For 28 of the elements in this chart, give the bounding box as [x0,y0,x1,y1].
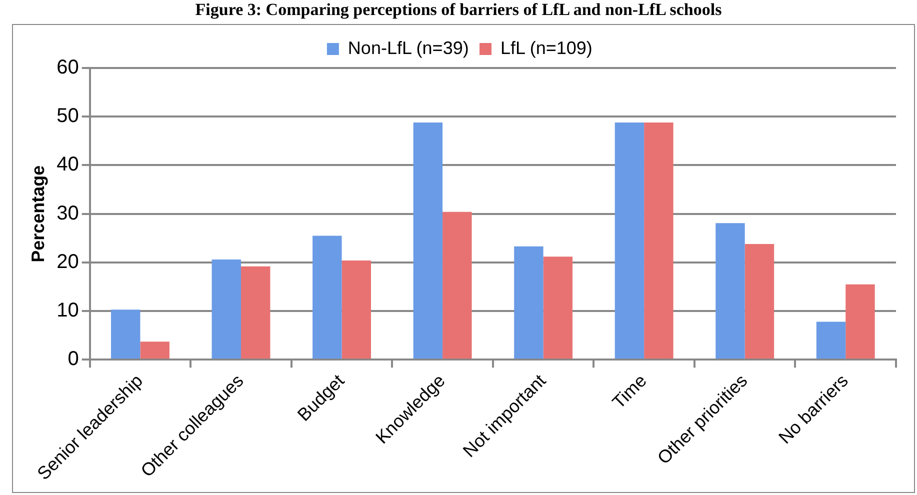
bar [413,122,443,359]
bar [342,260,371,359]
legend-label: LfL (n=109) [500,38,592,58]
y-tick-label: 10 [56,300,79,322]
bar [312,236,342,359]
bar [744,244,774,359]
bar [514,246,544,359]
bar [241,266,270,359]
bar [212,260,241,359]
x-tick-label: Time [608,370,650,412]
bar [644,122,674,359]
legend-label: Non-LfL (n=39) [348,38,469,58]
bar [816,322,846,359]
y-tick-label: 20 [56,250,79,273]
bar [716,223,745,359]
bar [442,212,472,359]
bar [111,310,140,359]
y-tick-label: 50 [56,105,79,128]
y-tick-label: 40 [56,154,79,176]
y-tick-label: 60 [56,56,79,79]
y-tick-label: 0 [68,348,79,370]
bar [846,284,875,359]
y-tick-label: 30 [56,202,79,224]
bar [543,256,573,359]
chart-title: Figure 3: Comparing perceptions of barriers of LfL and non-LfL schools [194,0,723,20]
bar [140,342,170,359]
y-axis-title: Percentage [28,165,48,262]
bar [614,122,644,359]
